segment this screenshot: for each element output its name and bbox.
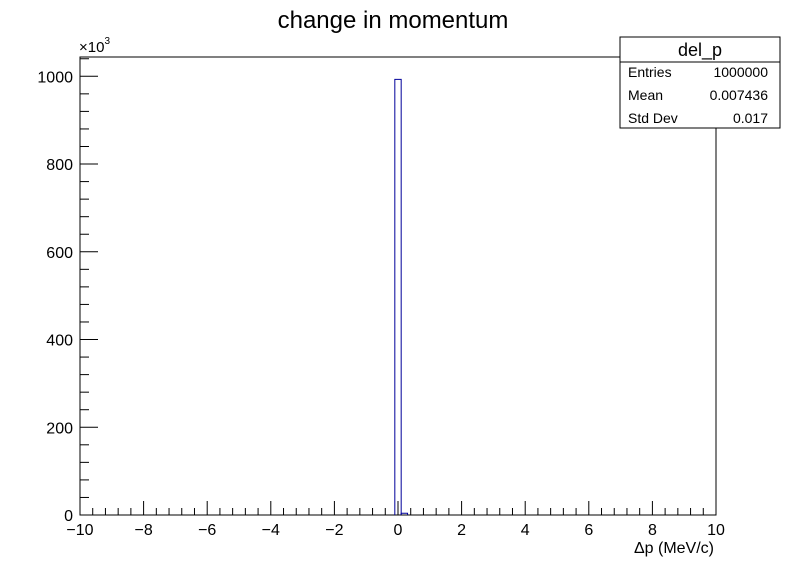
x-axis-label: Δp (MeV/c): [634, 540, 714, 557]
histogram-bin: [394, 78, 402, 515]
stats-mean-label: Mean: [628, 87, 663, 103]
y-tick-label: 800: [46, 157, 73, 174]
chart-title: change in momentum: [278, 7, 509, 34]
x-tick-label: 10: [707, 522, 725, 539]
x-tick-label: 4: [521, 522, 530, 539]
y-exponent-label: ×103: [79, 36, 110, 56]
y-tick-label: 400: [46, 333, 73, 350]
x-tick-label: −8: [134, 522, 152, 539]
y-tick-label: 1000: [37, 69, 73, 86]
x-tick-label: −4: [262, 522, 280, 539]
stats-mean-value: 0.007436: [710, 87, 769, 103]
x-tick-label: 8: [648, 522, 657, 539]
stats-box-title: del_p: [678, 40, 722, 61]
stats-stddev-label: Std Dev: [628, 110, 678, 126]
x-tick-label: 6: [584, 522, 593, 539]
stats-stddev-value: 0.017: [733, 110, 768, 126]
stats-entries-label: Entries: [628, 64, 672, 80]
x-tick-label: −2: [325, 522, 343, 539]
x-tick-label: 0: [394, 522, 403, 539]
histogram-bin: [400, 512, 409, 515]
y-tick-label: 200: [46, 420, 73, 437]
x-tick-label: 2: [457, 522, 466, 539]
x-tick-label: −10: [66, 522, 93, 539]
y-axis: 0 200 400 600 800 1000: [37, 58, 98, 525]
y-tick-label: 600: [46, 245, 73, 262]
stats-box-frame: [619, 36, 781, 129]
x-axis: −10 −8 −6 −4 −2 0 2 4 6 8 10: [66, 501, 725, 539]
stats-box: del_p Entries 1000000 Mean 0.007436 Std …: [619, 36, 781, 129]
histogram-bins: [394, 78, 409, 515]
y-tick-label: 0: [64, 508, 73, 525]
stats-entries-value: 1000000: [713, 64, 768, 80]
x-tick-label: −6: [198, 522, 216, 539]
